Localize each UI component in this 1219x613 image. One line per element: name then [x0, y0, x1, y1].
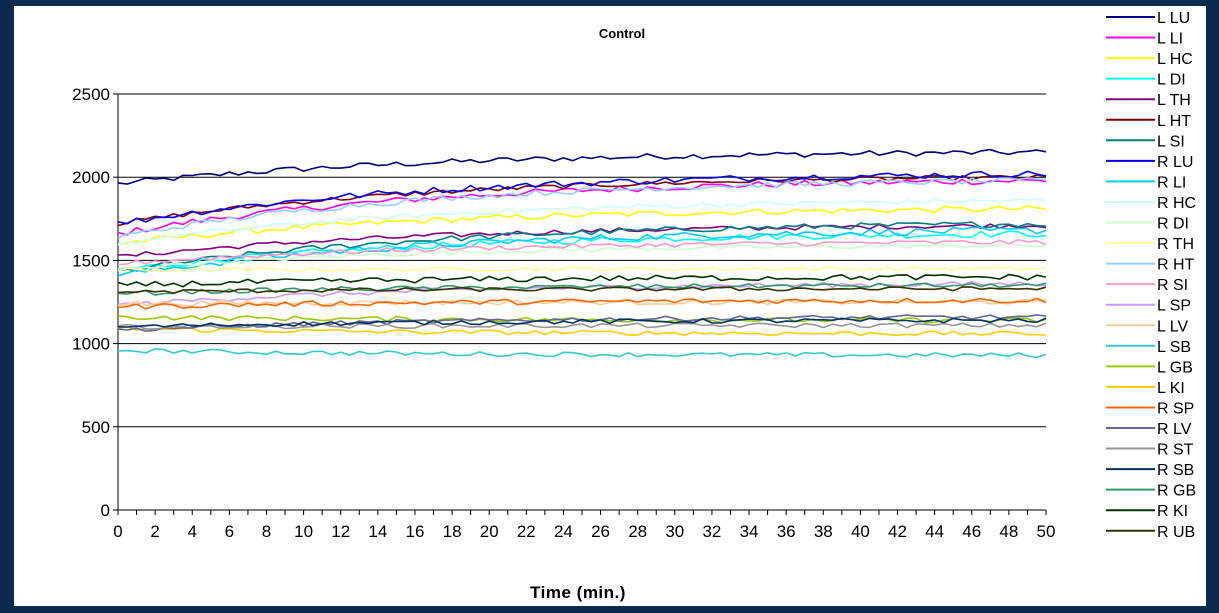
series-line-r-sb — [117, 317, 1047, 328]
x-tick-label: 14 — [368, 522, 387, 541]
series-line-r-di — [117, 242, 1047, 270]
legend-label: L SB — [1157, 339, 1191, 356]
x-tick-label: 36 — [777, 522, 796, 541]
x-tick-label: 8 — [262, 522, 271, 541]
x-tick-label: 4 — [188, 522, 197, 541]
series-line-l-ki — [117, 326, 1047, 337]
x-tick-label: 28 — [628, 522, 647, 541]
legend: L LU L LI L HC L DI L TH L HT L SI R LU R LI R HC… — [1106, 10, 1196, 541]
x-tick-label: 44 — [925, 522, 944, 541]
series-line-r-th — [117, 266, 1047, 273]
x-tick-label: 0 — [113, 522, 122, 541]
legend-label: R LU — [1157, 154, 1193, 171]
legend-label: R HT — [1157, 257, 1195, 274]
legend-label: R DI — [1157, 216, 1189, 233]
legend-label: R HC — [1157, 195, 1196, 212]
x-tick-label: 50 — [1037, 522, 1056, 541]
series-line-l-th — [117, 223, 1047, 257]
legend-label: L KI — [1157, 380, 1185, 397]
series-line-l-sb — [117, 347, 1047, 359]
x-tick-label: 48 — [999, 522, 1018, 541]
x-tick-label: 24 — [554, 522, 573, 541]
y-tick-label: 2000 — [72, 168, 110, 187]
x-tick-label: 30 — [665, 522, 684, 541]
legend-label: L LI — [1157, 31, 1183, 48]
series-line-l-di — [118, 230, 1047, 270]
legend-label: L GB — [1157, 359, 1193, 376]
legend-label: L LV — [1157, 318, 1188, 335]
legend-label: R KI — [1157, 503, 1188, 520]
legend-label: R SB — [1157, 462, 1194, 479]
x-tick-label: 18 — [443, 522, 462, 541]
x-tick-label: 10 — [294, 522, 313, 541]
legend-label: R GB — [1157, 483, 1196, 500]
series-lines — [117, 148, 1047, 359]
legend-label: R SI — [1157, 277, 1188, 294]
y-tick-label: 1000 — [72, 335, 110, 354]
y-tick-label: 1500 — [72, 251, 110, 270]
legend-label: L DI — [1157, 72, 1186, 89]
legend-label: R TH — [1157, 236, 1194, 253]
legend-label: L SI — [1157, 133, 1185, 150]
series-line-r-lv — [117, 314, 1047, 333]
x-tick-label: 16 — [405, 522, 424, 541]
x-tick-label: 38 — [814, 522, 833, 541]
legend-label: L SP — [1157, 298, 1191, 315]
legend-label: L HT — [1157, 113, 1191, 130]
x-tick-label: 34 — [740, 522, 759, 541]
legend-label: R ST — [1157, 442, 1194, 459]
series-line-l-li — [117, 178, 1047, 236]
x-tick-label: 12 — [331, 522, 350, 541]
legend-label: R LI — [1157, 174, 1186, 191]
legend-label: R LV — [1157, 421, 1192, 438]
series-line-r-li — [117, 226, 1047, 277]
legend-label: L LU — [1157, 10, 1190, 27]
y-tick-label: 0 — [101, 501, 110, 520]
legend-label: R UB — [1157, 524, 1195, 541]
y-tick-labels: 0 500 1000 1500 2000 2500 — [72, 85, 118, 520]
y-tick-label: 500 — [82, 418, 110, 437]
series-line-r-si — [117, 238, 1047, 266]
x-tick-label: 32 — [702, 522, 721, 541]
x-tick-label: 46 — [962, 522, 981, 541]
x-tick-label: 26 — [591, 522, 610, 541]
legend-label: L TH — [1157, 92, 1191, 109]
series-line-r-ub — [117, 286, 1047, 294]
x-tick-label: 20 — [480, 522, 499, 541]
gridlines — [118, 93, 1046, 428]
y-tick-label: 2500 — [72, 85, 110, 104]
series-line-r-sp — [117, 297, 1047, 310]
series-line-l-lu — [117, 148, 1047, 185]
legend-label: R SP — [1157, 400, 1194, 417]
x-tick-label: 2 — [150, 522, 159, 541]
x-tick-label: 40 — [851, 522, 870, 541]
series-line-r-ki — [117, 273, 1047, 288]
x-tick-label: 42 — [888, 522, 907, 541]
series-line-r-ht — [117, 177, 1047, 240]
x-tick-label: 22 — [517, 522, 536, 541]
x-tick-labels: 0 2 4 6 8 10 12 14 16 18 20 22 24 26 28 30 32 34 36 38 40 42 4… — [113, 510, 1055, 541]
x-axis-title: Time (min.) — [530, 583, 626, 602]
series-line-r-hc — [117, 198, 1047, 246]
series-line-l-hc — [117, 205, 1047, 245]
chart-title: Control — [599, 26, 645, 41]
legend-label: L HC — [1157, 51, 1193, 68]
series-line-r-lu — [117, 170, 1047, 225]
x-tick-label: 6 — [225, 522, 234, 541]
series-line-l-si — [117, 221, 1047, 272]
chart-panel: Control 0 500 1000 1500 2000 2500 0 2 4 6 8 10 12 14… — [14, 6, 1206, 606]
